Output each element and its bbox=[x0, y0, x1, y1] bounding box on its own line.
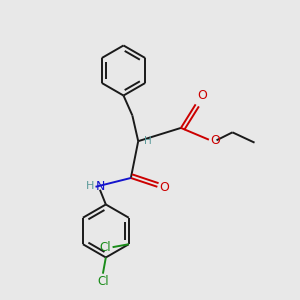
Text: Cl: Cl bbox=[97, 275, 109, 288]
Text: H: H bbox=[85, 181, 94, 191]
Text: O: O bbox=[210, 134, 220, 147]
Text: N: N bbox=[96, 180, 106, 193]
Text: O: O bbox=[160, 181, 170, 194]
Text: H: H bbox=[143, 136, 151, 146]
Text: O: O bbox=[197, 89, 207, 102]
Text: Cl: Cl bbox=[99, 241, 111, 254]
